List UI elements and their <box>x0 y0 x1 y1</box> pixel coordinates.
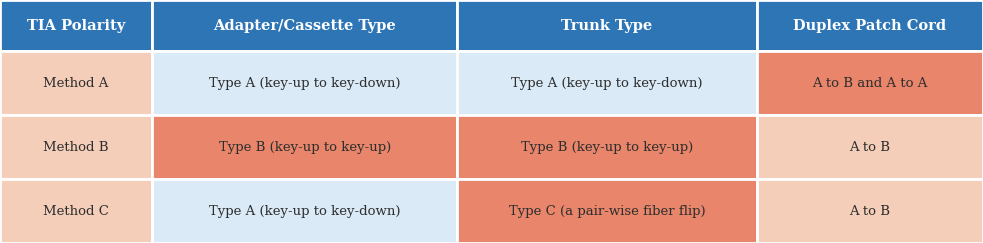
Text: A to B: A to B <box>849 140 891 154</box>
Text: Type B (key-up to key-up): Type B (key-up to key-up) <box>218 140 391 154</box>
Bar <box>757 115 983 179</box>
Text: Adapter/Cassette Type: Adapter/Cassette Type <box>213 18 396 33</box>
Bar <box>152 0 457 51</box>
Bar <box>152 51 457 115</box>
Bar <box>457 115 757 179</box>
Text: Type A (key-up to key-down): Type A (key-up to key-down) <box>511 77 703 89</box>
Text: TIA Polarity: TIA Polarity <box>28 18 125 33</box>
Text: Type B (key-up to key-up): Type B (key-up to key-up) <box>521 140 693 154</box>
Text: Type A (key-up to key-down): Type A (key-up to key-down) <box>209 77 400 89</box>
Bar <box>0 179 152 243</box>
Bar <box>457 0 757 51</box>
Text: Type C (a pair-wise fiber flip): Type C (a pair-wise fiber flip) <box>508 205 706 217</box>
Bar <box>757 51 983 115</box>
Bar <box>457 51 757 115</box>
Text: Method C: Method C <box>43 205 109 217</box>
Bar <box>152 115 457 179</box>
Text: Method A: Method A <box>43 77 109 89</box>
Text: A to B and A to A: A to B and A to A <box>812 77 928 89</box>
Text: Type A (key-up to key-down): Type A (key-up to key-down) <box>209 205 400 217</box>
Bar <box>457 179 757 243</box>
Bar <box>0 51 152 115</box>
Text: A to B: A to B <box>849 205 891 217</box>
Bar <box>0 115 152 179</box>
Bar <box>152 179 457 243</box>
Text: Method B: Method B <box>43 140 109 154</box>
Bar <box>0 0 152 51</box>
Bar <box>757 179 983 243</box>
Text: Duplex Patch Cord: Duplex Patch Cord <box>793 18 947 33</box>
Text: Trunk Type: Trunk Type <box>561 18 653 33</box>
Bar <box>757 0 983 51</box>
